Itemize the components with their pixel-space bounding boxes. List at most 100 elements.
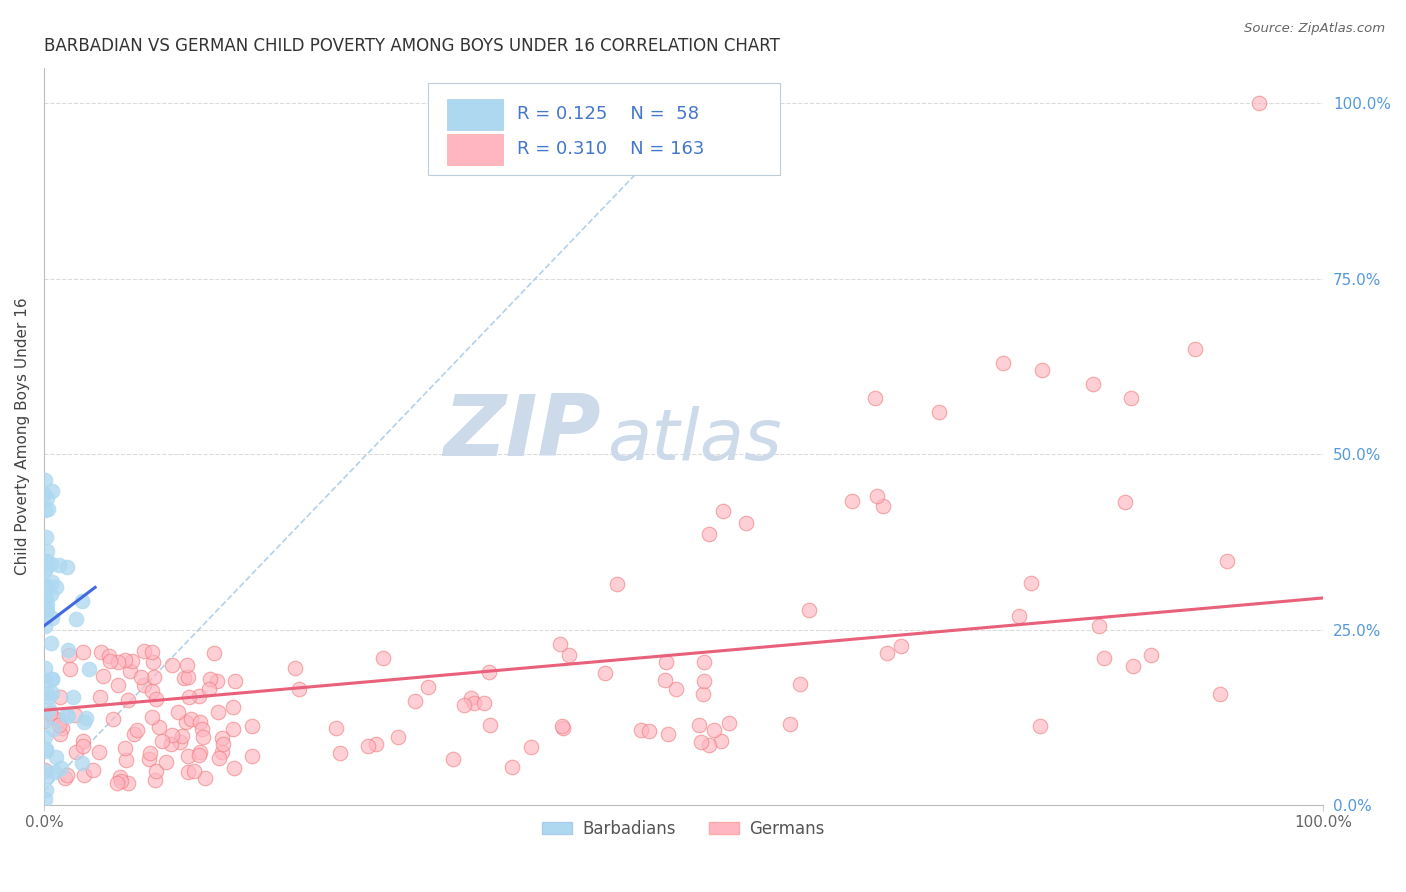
Point <box>38 706 60 720</box>
Point <box>453 698 475 712</box>
Point <box>120 664 142 678</box>
Point <box>779 717 801 731</box>
Point <box>1209 687 1232 701</box>
Point <box>110 773 132 788</box>
Point <box>37 502 59 516</box>
Point <box>72 734 94 748</box>
Point <box>59 661 82 675</box>
Point <box>42 710 65 724</box>
Point <box>692 687 714 701</box>
Point <box>35 592 58 607</box>
Point <box>551 719 574 733</box>
Point <box>98 654 121 668</box>
Point <box>188 715 211 730</box>
Point <box>127 723 149 737</box>
Point <box>1215 554 1237 568</box>
Point <box>224 673 246 688</box>
Point <box>688 718 710 732</box>
Point <box>148 720 170 734</box>
Point <box>35 530 58 544</box>
Point <box>56 768 79 782</box>
Point <box>105 776 128 790</box>
Point <box>211 731 233 746</box>
Point <box>62 690 84 704</box>
Text: atlas: atlas <box>607 406 782 475</box>
Point <box>240 719 263 733</box>
Point <box>142 655 165 669</box>
Point <box>211 745 233 759</box>
Point <box>697 739 720 753</box>
Point <box>141 710 163 724</box>
Point <box>58 642 80 657</box>
Point <box>160 657 183 672</box>
Point <box>34 473 56 487</box>
Point <box>73 768 96 782</box>
Point <box>191 730 214 744</box>
Point <box>205 674 228 689</box>
Point <box>789 677 811 691</box>
Point <box>58 648 80 662</box>
Point <box>138 752 160 766</box>
Point <box>101 713 124 727</box>
Point <box>145 764 167 778</box>
Point <box>63 707 86 722</box>
Point <box>630 723 652 737</box>
Point <box>132 678 155 692</box>
Point <box>198 672 221 686</box>
Point <box>169 735 191 749</box>
Point <box>82 764 104 778</box>
Point <box>35 603 58 617</box>
Point <box>35 491 58 505</box>
Point <box>145 692 167 706</box>
Point <box>132 644 155 658</box>
Point <box>1114 495 1136 509</box>
Text: ZIP: ZIP <box>443 392 600 475</box>
Point <box>34 502 56 516</box>
Point <box>49 727 72 741</box>
Point <box>41 610 63 624</box>
Point <box>166 705 188 719</box>
Point <box>35 782 58 797</box>
Point <box>35 597 58 611</box>
Point <box>710 734 733 748</box>
Point <box>558 648 581 663</box>
Point <box>34 590 56 604</box>
Point <box>34 763 56 777</box>
Point <box>221 722 243 736</box>
Point <box>357 739 380 753</box>
Point <box>865 391 887 405</box>
Point <box>405 693 427 707</box>
Point <box>34 619 56 633</box>
Point <box>48 690 70 705</box>
Point <box>1019 576 1042 591</box>
Point <box>866 489 889 503</box>
Point <box>177 749 200 764</box>
Point <box>478 665 501 679</box>
Point <box>42 722 65 736</box>
Point <box>48 713 70 727</box>
Point <box>155 756 177 770</box>
Point <box>91 669 114 683</box>
Point <box>65 745 87 759</box>
Point <box>177 690 200 705</box>
Point <box>114 653 136 667</box>
FancyBboxPatch shape <box>427 83 779 175</box>
Point <box>129 670 152 684</box>
Point <box>34 563 56 577</box>
Point <box>51 721 73 735</box>
Point <box>34 764 56 779</box>
Point <box>35 555 58 569</box>
Point <box>90 645 112 659</box>
Point <box>593 666 616 681</box>
Point <box>41 587 63 601</box>
Point <box>34 661 56 675</box>
Point <box>177 670 200 684</box>
Point <box>121 655 143 669</box>
Point <box>73 714 96 729</box>
Point <box>364 737 387 751</box>
Point <box>115 753 138 767</box>
Point <box>188 746 211 760</box>
Point <box>41 575 63 590</box>
Point <box>35 602 58 616</box>
Point <box>39 636 62 650</box>
